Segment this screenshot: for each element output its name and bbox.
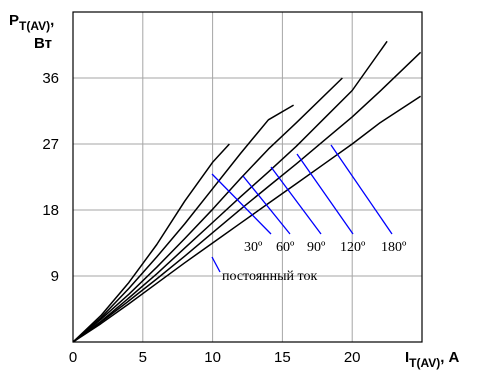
y-tick-label: 27	[42, 136, 59, 153]
y-axis-subscript: T(AV)	[19, 19, 50, 33]
x-axis-symbol: I	[405, 349, 409, 366]
leader-line-dc	[211, 256, 221, 273]
x-axis-title: IT(AV), A	[405, 349, 459, 370]
leader-line-30	[211, 173, 272, 235]
x-tick-label: 5	[139, 349, 147, 366]
x-tick-label: 15	[274, 349, 291, 366]
y-axis-unit: Вт	[34, 35, 52, 52]
x-tick-label: 0	[69, 349, 77, 366]
x-tick-label: 10	[204, 349, 221, 366]
y-tick-label: 9	[51, 268, 59, 285]
x-axis-unit: A	[448, 349, 459, 366]
y-tick-label: 18	[42, 202, 59, 219]
x-tick-label: 20	[344, 349, 361, 366]
leader-line-180	[330, 144, 393, 235]
series-line-90	[72, 77, 343, 343]
x-axis-separator: ,	[440, 349, 444, 366]
angle-label-30: 30º	[244, 240, 263, 255]
series-line-60	[72, 104, 294, 343]
y-tick-labels: 9 18 27 36	[42, 70, 59, 285]
series-line-180	[72, 51, 422, 343]
angle-label-90: 90º	[307, 240, 326, 255]
y-axis-symbol: P	[9, 12, 19, 29]
angle-label-120: 120º	[340, 240, 366, 255]
x-tick-labels: 0 5 10 15 20	[69, 349, 361, 366]
y-tick-label: 36	[42, 70, 59, 87]
angle-label-60: 60º	[276, 240, 295, 255]
leader-line-90	[270, 166, 322, 235]
dc-label: постоянный ток	[222, 269, 317, 284]
angle-labels: 30º 60º 90º 120º 180º постоянный ток	[222, 240, 407, 284]
series-line-30	[72, 143, 230, 343]
plot-frame	[72, 11, 423, 343]
x-axis-subscript: T(AV)	[409, 356, 440, 370]
curves	[72, 40, 422, 343]
series-line-dc	[72, 95, 422, 343]
angle-label-180: 180º	[381, 240, 407, 255]
leader-lines	[211, 144, 393, 273]
y-axis-separator: ,	[50, 12, 54, 29]
leader-line-120	[296, 153, 354, 235]
leader-line-60	[242, 175, 291, 235]
series-line-120	[72, 40, 388, 343]
y-axis-title: PT(AV),	[9, 12, 54, 33]
